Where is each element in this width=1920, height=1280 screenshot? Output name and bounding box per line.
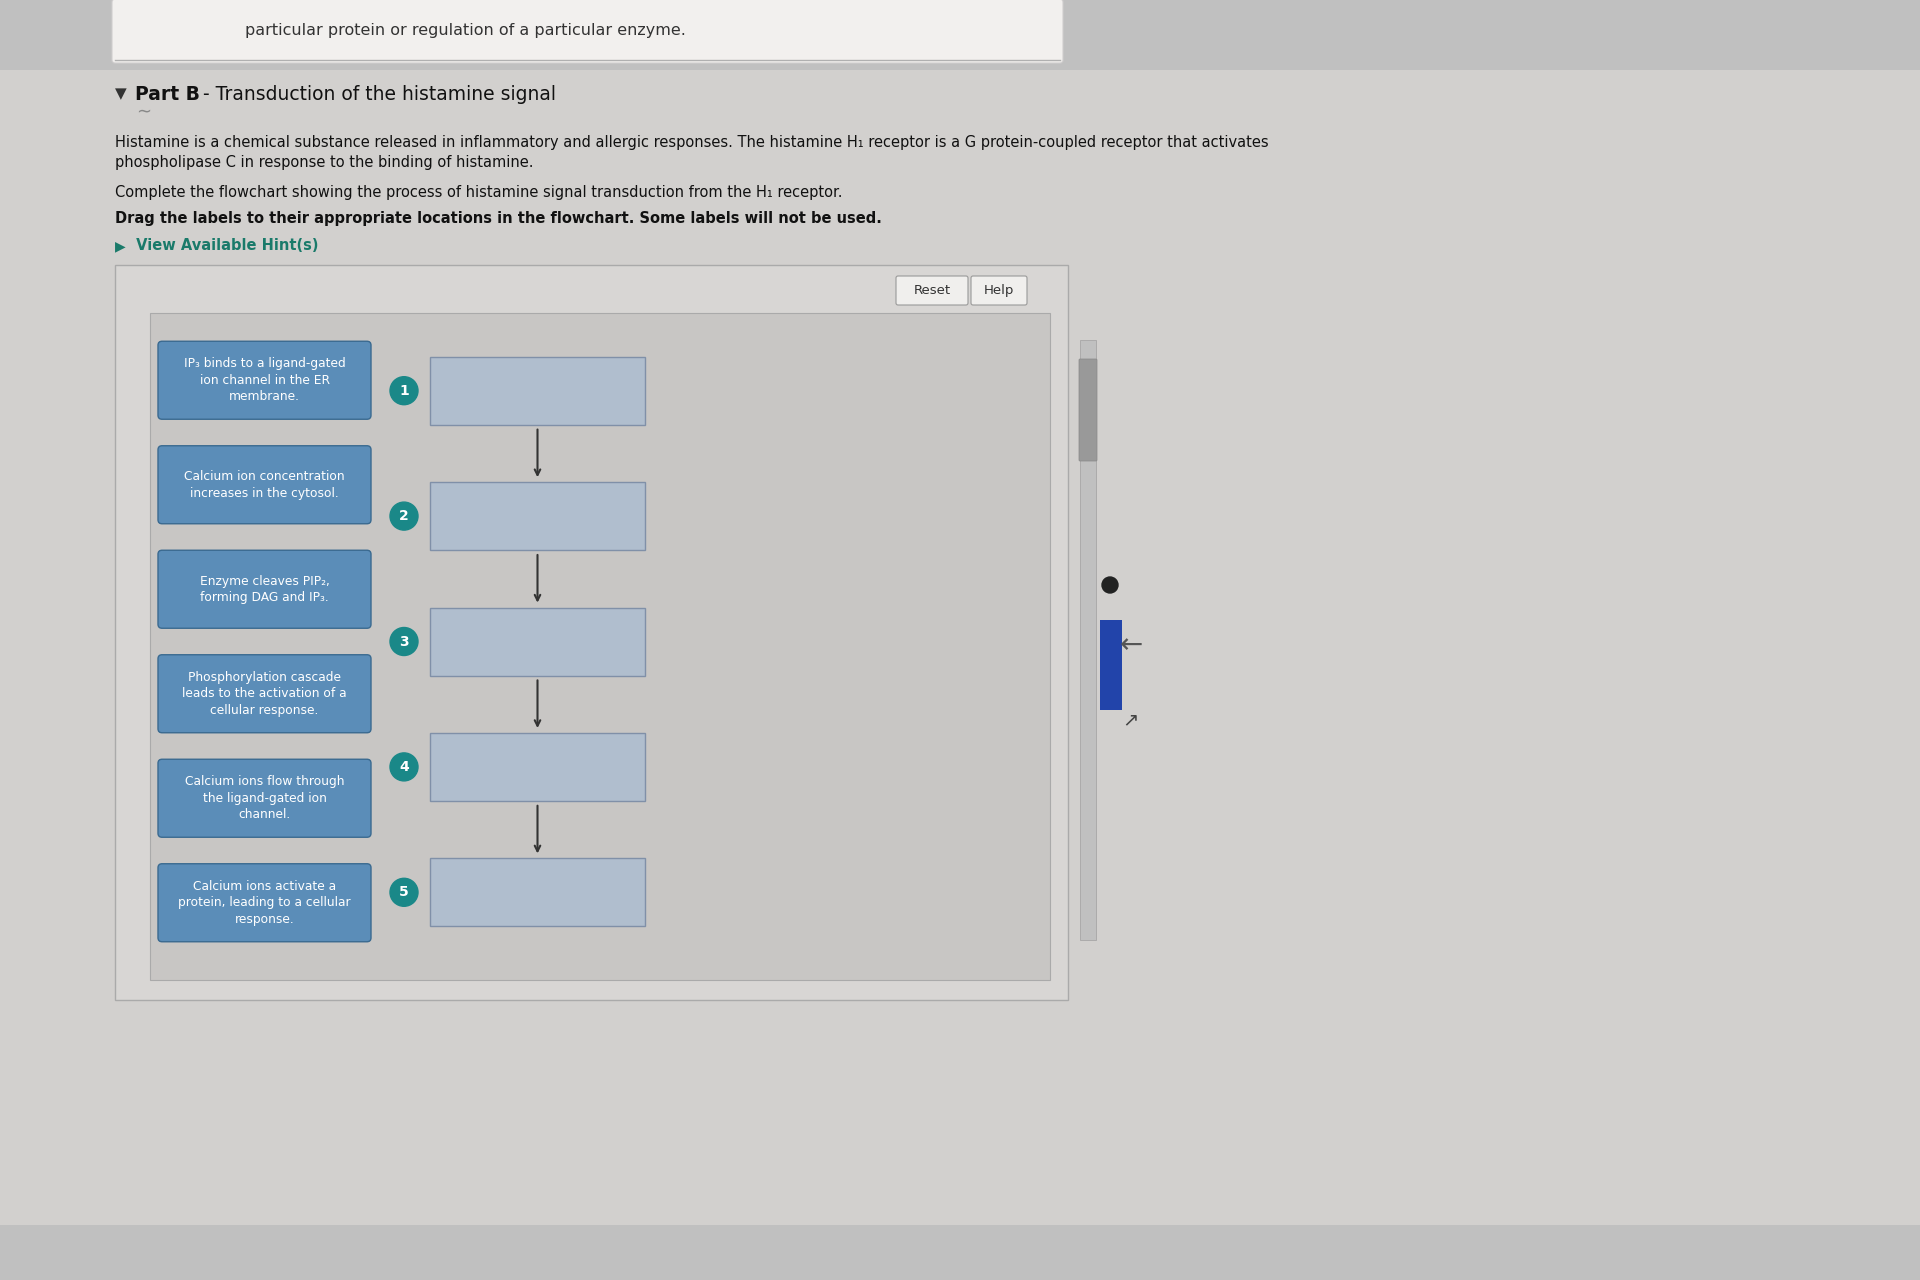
Circle shape bbox=[390, 502, 419, 530]
FancyBboxPatch shape bbox=[972, 276, 1027, 305]
Text: Calcium ions activate a
protein, leading to a cellular
response.: Calcium ions activate a protein, leading… bbox=[179, 879, 351, 925]
FancyBboxPatch shape bbox=[430, 608, 645, 676]
FancyBboxPatch shape bbox=[115, 265, 1068, 1000]
Text: View Available Hint(s): View Available Hint(s) bbox=[131, 238, 319, 253]
Text: Help: Help bbox=[983, 284, 1014, 297]
FancyBboxPatch shape bbox=[1100, 620, 1121, 710]
Text: particular protein or regulation of a particular enzyme.: particular protein or regulation of a pa… bbox=[246, 23, 685, 38]
FancyBboxPatch shape bbox=[430, 483, 645, 550]
FancyBboxPatch shape bbox=[157, 342, 371, 420]
Text: Phosphorylation cascade
leads to the activation of a
cellular response.: Phosphorylation cascade leads to the act… bbox=[182, 671, 348, 717]
Circle shape bbox=[1102, 577, 1117, 593]
FancyBboxPatch shape bbox=[430, 859, 645, 927]
Text: Part B: Part B bbox=[134, 84, 200, 104]
Text: 5: 5 bbox=[399, 886, 409, 900]
Circle shape bbox=[390, 753, 419, 781]
FancyBboxPatch shape bbox=[150, 314, 1050, 980]
Text: ↗: ↗ bbox=[1121, 710, 1139, 730]
Text: phospholipase C in response to the binding of histamine.: phospholipase C in response to the bindi… bbox=[115, 155, 534, 169]
FancyBboxPatch shape bbox=[111, 0, 1064, 63]
Text: Histamine is a chemical substance released in inflammatory and allergic response: Histamine is a chemical substance releas… bbox=[115, 134, 1269, 150]
Circle shape bbox=[390, 376, 419, 404]
FancyBboxPatch shape bbox=[157, 550, 371, 628]
Text: Complete the flowchart showing the process of histamine signal transduction from: Complete the flowchart showing the proce… bbox=[115, 184, 843, 200]
Circle shape bbox=[390, 627, 419, 655]
FancyBboxPatch shape bbox=[897, 276, 968, 305]
Text: Drag the labels to their appropriate locations in the flowchart. Some labels wil: Drag the labels to their appropriate loc… bbox=[115, 210, 881, 225]
FancyBboxPatch shape bbox=[430, 733, 645, 801]
FancyBboxPatch shape bbox=[157, 864, 371, 942]
FancyBboxPatch shape bbox=[1079, 340, 1096, 940]
Text: ∼: ∼ bbox=[136, 102, 152, 122]
FancyBboxPatch shape bbox=[430, 357, 645, 425]
Text: 4: 4 bbox=[399, 760, 409, 774]
FancyBboxPatch shape bbox=[157, 655, 371, 732]
FancyBboxPatch shape bbox=[1079, 358, 1096, 461]
Text: Enzyme cleaves PIP₂,
forming DAG and IP₃.: Enzyme cleaves PIP₂, forming DAG and IP₃… bbox=[200, 575, 330, 604]
Text: 2: 2 bbox=[399, 509, 409, 524]
Text: 3: 3 bbox=[399, 635, 409, 649]
Text: 1: 1 bbox=[399, 384, 409, 398]
Text: Calcium ions flow through
the ligand-gated ion
channel.: Calcium ions flow through the ligand-gat… bbox=[184, 776, 344, 822]
Text: ▼: ▼ bbox=[115, 87, 127, 101]
FancyBboxPatch shape bbox=[157, 759, 371, 837]
FancyBboxPatch shape bbox=[0, 70, 1920, 1225]
FancyBboxPatch shape bbox=[157, 445, 371, 524]
Text: IP₃ binds to a ligand-gated
ion channel in the ER
membrane.: IP₃ binds to a ligand-gated ion channel … bbox=[184, 357, 346, 403]
Circle shape bbox=[390, 878, 419, 906]
Text: ←: ← bbox=[1119, 631, 1142, 659]
Text: Calcium ion concentration
increases in the cytosol.: Calcium ion concentration increases in t… bbox=[184, 470, 346, 499]
Text: Reset: Reset bbox=[914, 284, 950, 297]
Text: - Transduction of the histamine signal: - Transduction of the histamine signal bbox=[198, 84, 557, 104]
Text: ▶: ▶ bbox=[115, 239, 125, 253]
